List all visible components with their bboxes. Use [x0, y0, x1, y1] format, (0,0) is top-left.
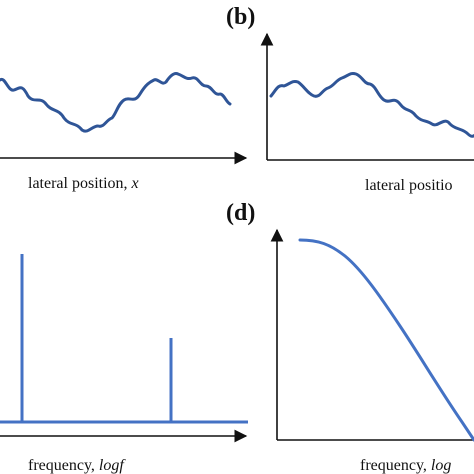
panel-d-letter: (d) [226, 200, 255, 226]
panel-b-signal-curve [269, 72, 474, 138]
panel-d-rolloff-curve [298, 238, 474, 442]
panel-d-xlabel: frequency, log [360, 457, 451, 474]
panel-c: frequency, logf [0, 254, 248, 474]
panel-a-signal-curve [0, 72, 232, 133]
panel-b-xlabel: lateral positio [365, 177, 453, 194]
panel-a: lateral position, x [0, 72, 248, 192]
panel-b: (b) lateral positio [226, 4, 474, 194]
panel-d: (d) frequency, log [226, 200, 474, 474]
panel-b-letter: (b) [226, 4, 255, 30]
panel-c-xlabel: frequency, logf [28, 457, 126, 474]
panel-a-xlabel: lateral position, x [28, 175, 139, 192]
